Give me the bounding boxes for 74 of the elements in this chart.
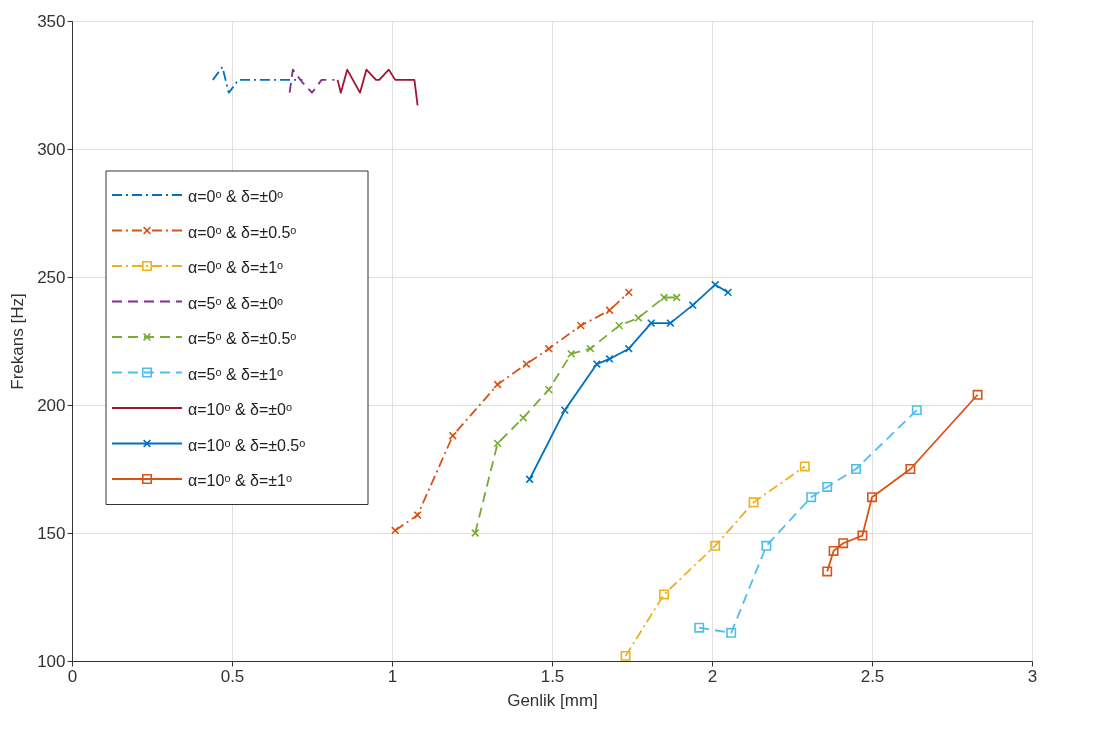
y-tick-label: 200 (37, 395, 66, 415)
point (761, 540, 772, 551)
point (605, 354, 614, 364)
point (659, 589, 669, 600)
point (748, 497, 759, 508)
point (666, 318, 675, 328)
point (605, 306, 614, 315)
point (851, 464, 861, 474)
point (634, 313, 643, 323)
point (624, 344, 633, 353)
point (828, 545, 839, 556)
y-tick-label: 300 (37, 139, 66, 159)
point (391, 526, 400, 535)
point (544, 385, 553, 394)
point (659, 293, 669, 302)
point (672, 293, 681, 302)
legend-label: α=10ᵒ & δ=±0.5ᵒ (188, 436, 306, 454)
legend-label: α=5ᵒ & δ=±0.5ᵒ (188, 330, 297, 347)
point (567, 349, 576, 358)
y-tick-label: 150 (37, 523, 66, 543)
x-tick-label: 1.5 (540, 666, 565, 686)
point (448, 431, 457, 440)
x-tick-label: 0.5 (220, 666, 245, 686)
point (726, 627, 737, 638)
y-axis-title: Frekans [Hz] (8, 293, 28, 390)
x-tick-label: 2.5 (860, 666, 885, 686)
y-tick-label: 100 (37, 651, 66, 671)
x-tick-label: 1 (387, 666, 398, 686)
y-tick-label: 250 (37, 267, 66, 287)
point (822, 481, 833, 492)
point (694, 622, 705, 633)
point (615, 321, 624, 330)
x-tick-label: 0 (67, 666, 78, 686)
point (838, 538, 849, 549)
legend-label: α=5ᵒ & δ=±1ᵒ (188, 365, 284, 383)
legend-label: α=0ᵒ & δ=±1ᵒ (188, 259, 284, 276)
point (560, 405, 569, 415)
point (586, 344, 595, 353)
y-tick-label: 350 (37, 11, 66, 31)
point (799, 461, 810, 472)
point (471, 528, 480, 538)
legend-label: α=10ᵒ & δ=±0ᵒ (188, 401, 292, 418)
point (711, 280, 720, 289)
point (972, 389, 983, 400)
point (493, 439, 502, 448)
point (822, 566, 833, 577)
point (647, 318, 656, 328)
legend-label: α=0ᵒ & δ=±0.5ᵒ (188, 223, 297, 241)
point (413, 510, 422, 520)
point (620, 650, 631, 661)
line-series (336, 68, 419, 107)
point (911, 405, 922, 416)
point (624, 288, 633, 297)
line-series (288, 68, 336, 94)
point (525, 475, 534, 484)
point (544, 344, 553, 353)
point (522, 359, 531, 369)
legend-label: α=10ᵒ & δ=±1ᵒ (188, 472, 292, 489)
point (867, 492, 877, 503)
legend-label: α=5ᵒ & δ=±0ᵒ (188, 294, 284, 312)
point (493, 380, 502, 389)
x-tick-label: 2 (707, 666, 718, 686)
x-tick-label: 3 (1027, 666, 1038, 686)
point (905, 464, 916, 474)
point (592, 359, 601, 369)
point (688, 301, 697, 310)
point (857, 530, 868, 541)
point (710, 540, 721, 551)
point (576, 321, 585, 330)
x-axis-title: Genlik [mm] (507, 690, 598, 710)
point (723, 288, 733, 297)
legend-label: α=0ᵒ & δ=±0ᵒ (188, 188, 284, 205)
point (519, 413, 528, 422)
point (806, 492, 817, 503)
